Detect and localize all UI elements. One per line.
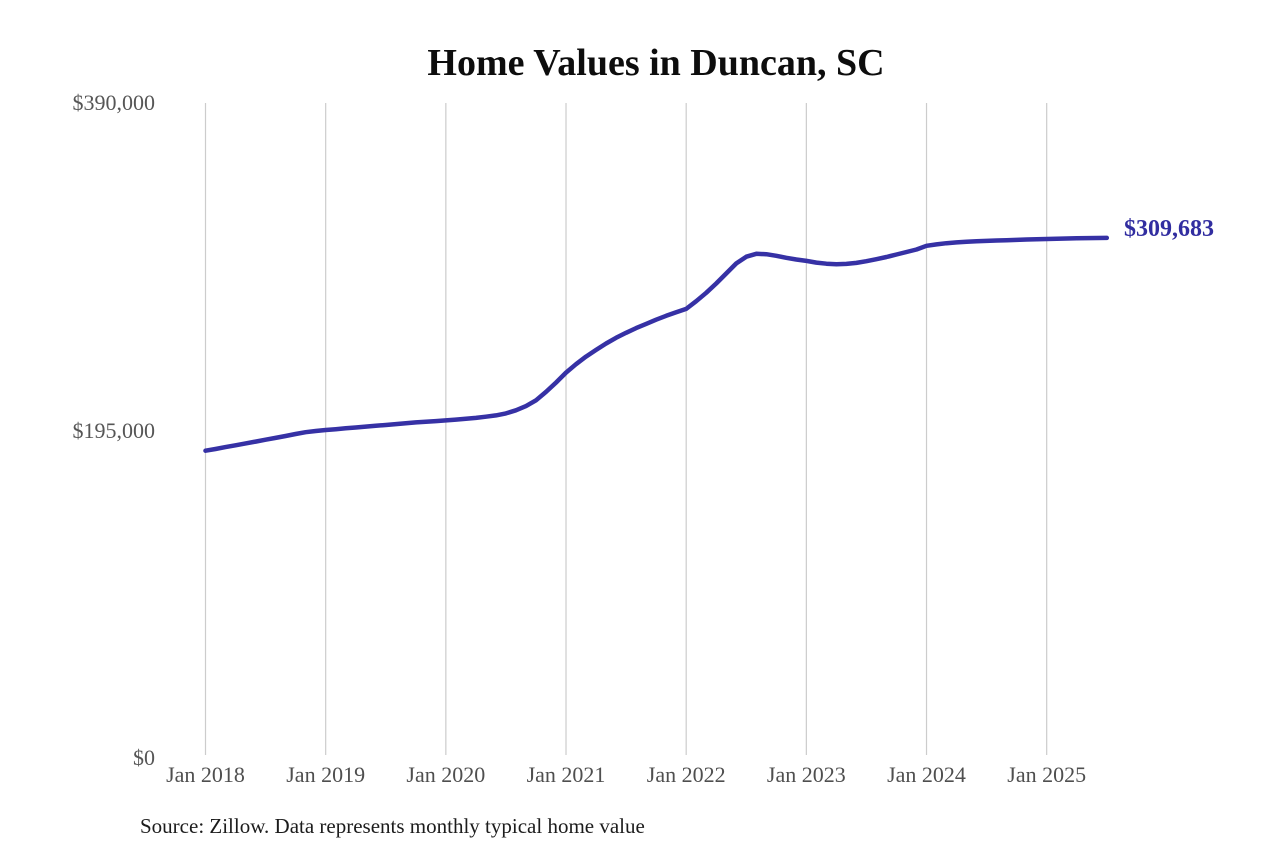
x-axis-tick-label: Jan 2023: [766, 762, 846, 787]
x-axis-tick-label: Jan 2022: [646, 762, 726, 787]
x-axis-tick-label: Jan 2018: [166, 762, 245, 787]
x-axis-tick-label: Jan 2024: [887, 762, 966, 787]
y-axis-tick-label: $195,000: [72, 417, 156, 443]
home-value-line-series: [203, 235, 1110, 453]
x-axis-tick-label: Jan 2019: [286, 762, 366, 787]
x-axis-tick-label: Jan 2020: [406, 762, 486, 787]
x-axis-tick-label: Jan 2025: [1007, 762, 1087, 787]
source-note: Source: Zillow. Data represents monthly …: [140, 814, 645, 838]
chart-title: Home Values in Duncan, SC: [427, 42, 885, 84]
y-axis-tick-label: $0: [133, 745, 155, 770]
y-axis-tick-label: $390,000: [72, 90, 156, 115]
x-axis-tick-label: Jan 2021: [526, 762, 606, 787]
latest-value-label: $309,683: [1124, 216, 1214, 242]
